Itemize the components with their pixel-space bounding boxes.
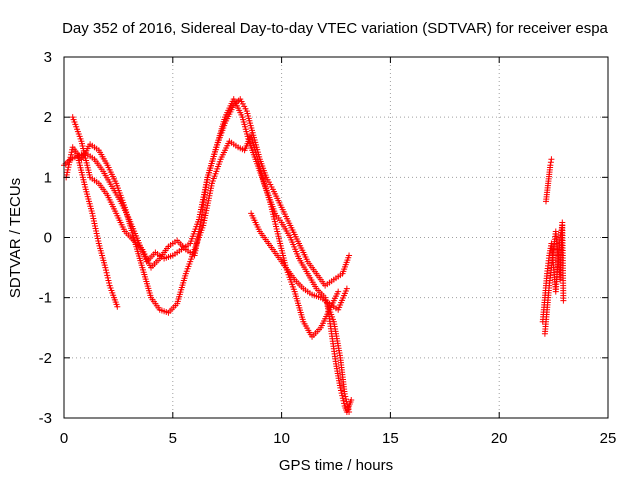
x-tick-label: 10 (273, 430, 290, 447)
data-point (66, 159, 73, 166)
data-point (95, 238, 102, 245)
x-tick-label: 15 (382, 430, 399, 447)
data-point (102, 264, 109, 271)
data-point (68, 149, 75, 156)
data-point (68, 151, 75, 158)
data-point (341, 400, 348, 407)
y-tick-label: 0 (44, 230, 52, 247)
y-tick-label: 1 (44, 169, 52, 186)
data-point (337, 384, 344, 391)
data-point (547, 159, 554, 166)
data-point (547, 162, 554, 169)
data-point (548, 156, 555, 163)
data-point (93, 227, 100, 234)
data-point (335, 288, 342, 295)
x-tick-label: 20 (491, 430, 508, 447)
data-point (63, 171, 70, 178)
data-point (90, 215, 97, 222)
data-point (340, 397, 347, 404)
data-point (348, 396, 355, 403)
data-point (560, 297, 567, 304)
data-point (106, 280, 113, 287)
data-point (64, 169, 71, 176)
data-point (90, 217, 97, 224)
data-point (65, 164, 72, 171)
data-point (65, 161, 72, 168)
data-point (343, 285, 350, 292)
x-tick-label: 25 (600, 430, 617, 447)
data-point (93, 230, 100, 237)
y-axis-label: SDTVAR / TECUs (7, 178, 24, 298)
data-point (346, 252, 353, 259)
data-point (337, 387, 344, 394)
y-tick-label: -1 (39, 290, 52, 307)
y-tick-label: 3 (44, 49, 52, 66)
data-point (104, 274, 111, 281)
axis-ticks: 0 5 10 15 20 25 -3 -2 -1 0 1 2 3 (39, 49, 617, 447)
data-point (89, 212, 96, 219)
data-point (103, 269, 110, 276)
data-point (91, 220, 98, 227)
data-point (94, 232, 101, 239)
data-point (92, 225, 99, 232)
data-point (64, 166, 71, 173)
data-point (67, 154, 74, 161)
x-axis-label: GPS time / hours (279, 457, 393, 474)
x-tick-label: 5 (169, 430, 177, 447)
y-tick-label: 2 (44, 109, 52, 126)
x-tick-label: 0 (60, 430, 68, 447)
data-point (338, 390, 345, 397)
data-point (339, 392, 346, 399)
data-point (92, 222, 99, 229)
y-tick-label: -2 (39, 350, 52, 367)
y-tick-label: -3 (39, 410, 52, 427)
data-point (339, 395, 346, 402)
data-point (66, 156, 73, 163)
data-point (89, 210, 96, 217)
data-point (105, 277, 112, 284)
chart-title: Day 352 of 2016, Sidereal Day-to-day VTE… (62, 20, 608, 37)
data-point (559, 219, 566, 226)
data-point (94, 235, 101, 242)
data-points (61, 96, 567, 415)
data-point (104, 272, 111, 279)
data-point (114, 303, 121, 310)
data-point (102, 267, 109, 274)
